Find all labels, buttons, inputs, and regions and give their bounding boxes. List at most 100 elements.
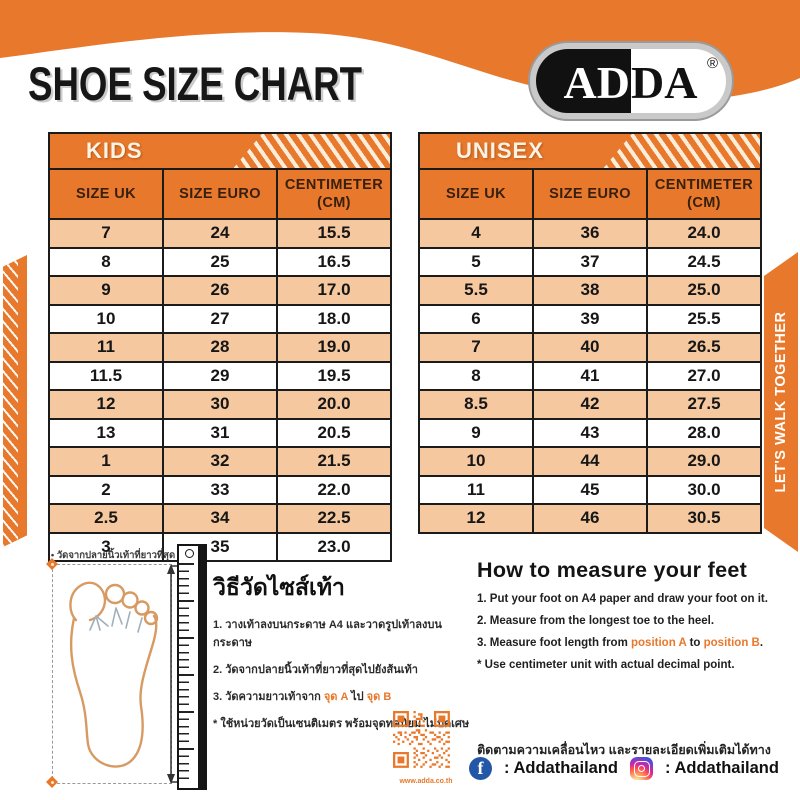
size-cell: 42 — [532, 389, 648, 420]
stripe-lines-decoration — [3, 255, 18, 547]
size-cell: 16.5 — [276, 246, 392, 277]
registered-mark: ® — [707, 55, 718, 72]
instagram-lens — [637, 764, 645, 772]
kids-size-table: KIDS SIZE UK SIZE EURO CENTIMETER (CM) 7… — [48, 132, 392, 562]
size-cell: 39 — [532, 303, 648, 334]
size-table-row: 9 26 17.0 — [48, 275, 392, 306]
diamond-marker-top — [46, 558, 58, 570]
thai-note: * ใช้หน่วยวัดเป็นเซนติเมตร พร้อมจุดทศนิย… — [213, 718, 470, 730]
point-b-highlight: จุด B — [366, 691, 392, 703]
english-step-1: 1. Put your foot on A4 paper and draw yo… — [477, 593, 768, 605]
size-cell: 43 — [532, 417, 648, 448]
size-cell: 26 — [162, 275, 278, 306]
diagonal-stripes-decoration — [603, 135, 759, 167]
size-cell: 17.0 — [276, 275, 392, 306]
size-cell: 30.0 — [646, 474, 762, 505]
size-cell: 12 — [418, 503, 534, 534]
thai-step-1: 1. วางเท้าลงบนกระดาษ A4 และวาดรูปเท้าลงบ… — [213, 619, 442, 649]
size-cell: 10 — [418, 446, 534, 477]
english-instructions: How to measure your feet 1. Put your foo… — [477, 558, 789, 681]
size-table-row: 5.5 38 25.0 — [418, 275, 762, 306]
size-cell: 40 — [532, 332, 648, 363]
size-cell: 5 — [418, 246, 534, 277]
size-cell: 29 — [162, 360, 278, 391]
unisex-band-row: UNISEX — [418, 132, 762, 170]
size-table-row: 11 45 30.0 — [418, 474, 762, 505]
social-row: f : Addathailand : Addathailand — [466, 757, 782, 780]
size-cell: 13 — [48, 417, 164, 448]
size-cell: 10 — [48, 303, 164, 334]
size-cell: 18.0 — [276, 303, 392, 334]
size-cell: 37 — [532, 246, 648, 277]
size-cell: 20.0 — [276, 389, 392, 420]
size-cell: 34 — [162, 503, 278, 534]
facebook-handle[interactable]: : Addathailand — [504, 759, 618, 777]
column-header-size-euro: SIZE EURO — [532, 168, 648, 220]
position-a-highlight: position A — [631, 637, 687, 649]
thai-instructions-title: วิธีวัดไซส์เท้า — [213, 574, 345, 600]
qr-code[interactable] — [393, 711, 459, 777]
english-step-3: 3. Measure foot length from position A t… — [477, 637, 764, 649]
size-cell: 27.0 — [646, 360, 762, 391]
size-table-row: 7 24 15.5 — [48, 218, 392, 249]
instagram-frame — [633, 760, 650, 777]
foot-outline-illustration — [69, 581, 159, 768]
size-cell: 44 — [532, 446, 648, 477]
size-table-row: 12 46 30.5 — [418, 503, 762, 534]
foot-measure-label: • วัดจากปลายนิ้วเท้าที่ยาวที่สุด • — [50, 550, 182, 561]
size-cell: 7 — [418, 332, 534, 363]
diagonal-stripes-decoration — [233, 135, 389, 167]
size-cell: 24 — [162, 218, 278, 249]
kids-band-label: KIDS — [86, 138, 143, 163]
adda-logo: AD DA ® — [528, 41, 734, 121]
slogan-text: LET'S WALK TOGETHER — [773, 311, 789, 493]
size-table-row: 11.5 29 19.5 — [48, 360, 392, 391]
size-cell: 24.5 — [646, 246, 762, 277]
size-cell: 30.5 — [646, 503, 762, 534]
size-cell: 3 — [48, 531, 164, 562]
instagram-handle[interactable]: : Addathailand — [665, 759, 779, 777]
size-cell: 21.5 — [276, 446, 392, 477]
size-cell: 8 — [418, 360, 534, 391]
size-cell: 27 — [162, 303, 278, 334]
column-header-size-euro: SIZE EURO — [162, 168, 278, 220]
size-cell: 33 — [162, 474, 278, 505]
size-cell: 9 — [418, 417, 534, 448]
size-table-row: 2 33 22.0 — [48, 474, 392, 505]
size-cell: 11 — [418, 474, 534, 505]
size-table-row: 8.5 42 27.5 — [418, 389, 762, 420]
size-table-row: 12 30 20.0 — [48, 389, 392, 420]
size-cell: 30 — [162, 389, 278, 420]
size-table-row: 2.5 34 22.5 — [48, 503, 392, 534]
position-b-highlight: position B — [703, 637, 760, 649]
diamond-marker-bottom — [46, 776, 58, 788]
size-table-row: 9 43 28.0 — [418, 417, 762, 448]
size-cell: 22.5 — [276, 503, 392, 534]
size-table-row: 4 36 24.0 — [418, 218, 762, 249]
size-cell: 25 — [162, 246, 278, 277]
size-cell: 9 — [48, 275, 164, 306]
size-cell: 12 — [48, 389, 164, 420]
unisex-band-label: UNISEX — [456, 138, 544, 163]
size-table-row: 10 27 18.0 — [48, 303, 392, 334]
size-cell: 7 — [48, 218, 164, 249]
size-cell: 19.0 — [276, 332, 392, 363]
facebook-icon[interactable]: f — [469, 757, 493, 780]
size-cell: 31 — [162, 417, 278, 448]
instagram-icon[interactable] — [630, 757, 653, 780]
size-table-row: 1 32 21.5 — [48, 446, 392, 477]
size-cell: 8.5 — [418, 389, 534, 420]
unisex-band: UNISEX — [418, 132, 762, 170]
english-instructions-title: How to measure your feet — [477, 558, 748, 582]
unisex-size-table: UNISEX SIZE UK SIZE EURO CENTIMETER (CM)… — [418, 132, 762, 534]
right-slogan-ribbon: LET'S WALK TOGETHER — [764, 252, 798, 552]
thai-instructions: วิธีวัดไซส์เท้า 1. วางเท้าลงบนกระดาษ A4 … — [213, 570, 475, 741]
ruler-hole — [185, 549, 194, 558]
size-cell: 25.0 — [646, 275, 762, 306]
size-cell: 29.0 — [646, 446, 762, 477]
size-table-row: 13 31 20.5 — [48, 417, 392, 448]
size-cell: 46 — [532, 503, 648, 534]
kids-header-row: SIZE UK SIZE EURO CENTIMETER (CM) — [48, 168, 392, 220]
column-header-size-uk: SIZE UK — [48, 168, 164, 220]
